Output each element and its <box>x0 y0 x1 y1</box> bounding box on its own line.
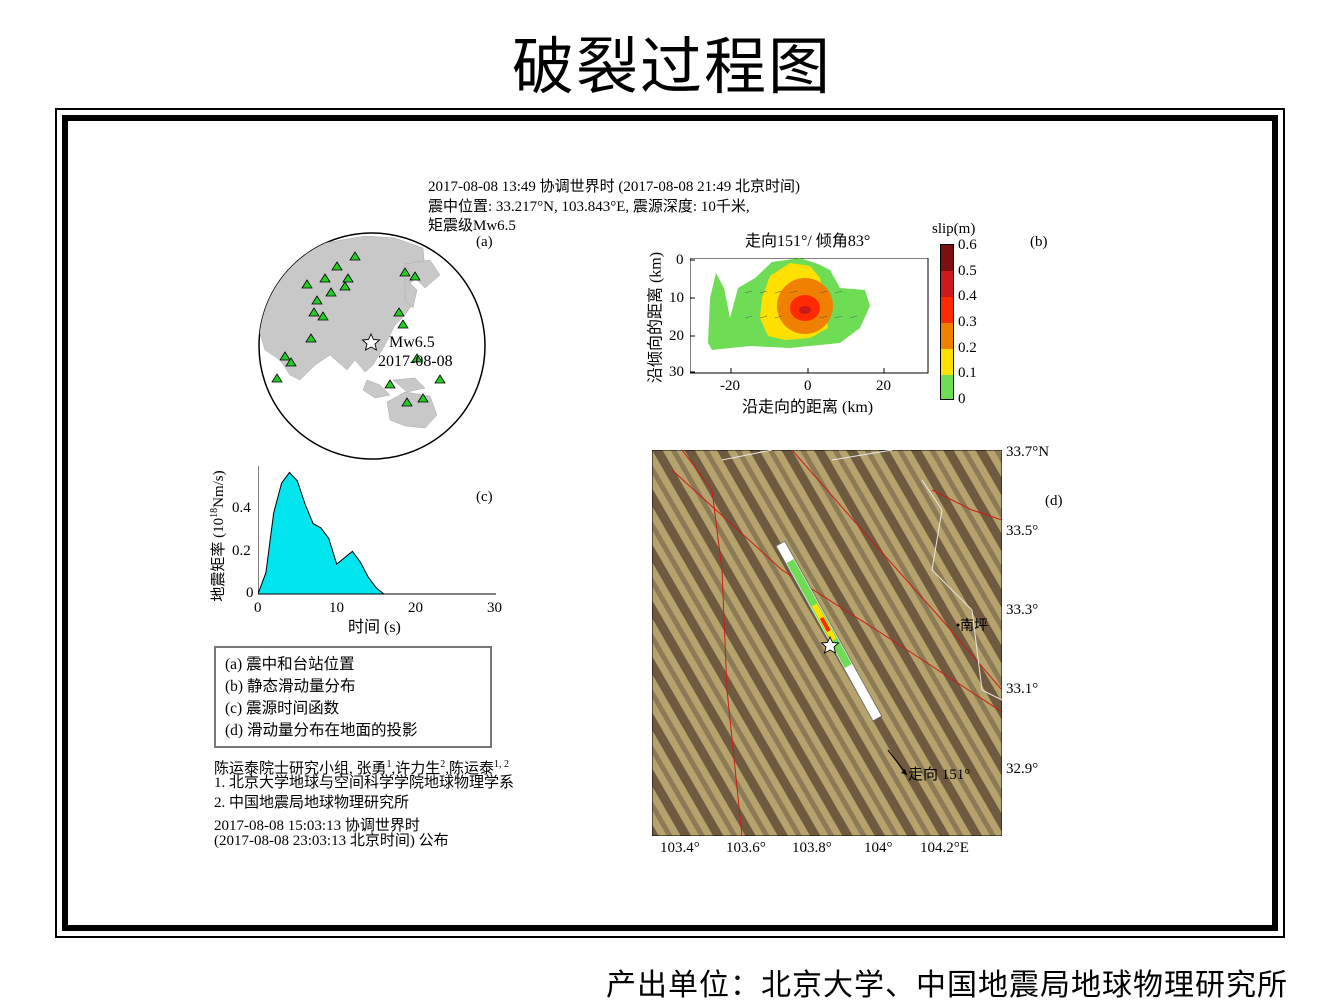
legend-item: (d) 滑动量分布在地面的投影 <box>225 722 418 739</box>
colorbar-swatch <box>941 297 953 323</box>
d-lon-tick: 104° <box>864 840 893 856</box>
fault-plane-projection <box>775 540 883 722</box>
legend-item: (a) 震中和台站位置 <box>225 656 355 673</box>
colorbar-swatch <box>941 245 953 271</box>
panel-b-label: (b) <box>1030 234 1048 250</box>
slip-plot <box>690 258 929 374</box>
surface-projection-map <box>652 450 1002 836</box>
place-marker-icon <box>956 623 960 627</box>
colorbar-tick: 0.3 <box>958 314 977 330</box>
event-date: 2017-08-08 <box>378 353 453 370</box>
d-lon-tick: 103.4° <box>660 840 700 856</box>
globe-map <box>258 232 486 460</box>
d-lat-tick: 33.5° <box>1006 523 1039 539</box>
b-ytick: 30 <box>669 364 684 380</box>
b-xtick: 0 <box>804 378 812 394</box>
place-name: 南坪 <box>960 619 988 634</box>
b-xtick: -20 <box>720 378 740 394</box>
c-xlabel: 时间 (s) <box>348 619 401 636</box>
epicenter-star-icon <box>820 635 840 654</box>
c-xtick: 0 <box>254 600 262 616</box>
panel-a-label: (a) <box>476 234 493 250</box>
header-location: 震中位置: 33.217°N, 103.843°E, 震源深度: 10千米, <box>428 199 750 215</box>
c-ytick: 0 <box>246 585 254 601</box>
d-lon-tick: 104.2°E <box>920 840 969 856</box>
legend-item: (c) 震源时间函数 <box>225 700 340 717</box>
panel-c-label: (c) <box>476 489 493 505</box>
land-masses <box>259 235 441 429</box>
c-xtick: 10 <box>329 600 344 616</box>
credits-time-bj: (2017-08-08 23:03:13 北京时间) 公布 <box>214 833 449 849</box>
credits-affiliation-2: 2. 中国地震局地球物理研究所 <box>214 795 410 811</box>
b-ytick: 0 <box>676 252 684 268</box>
colorbar-tick: 0 <box>958 391 966 407</box>
colorbar-swatch <box>941 323 953 349</box>
strike-label: 走向 151° <box>908 767 971 783</box>
colorbar-tick: 0.4 <box>958 288 977 304</box>
header-time: 2017-08-08 13:49 协调世界时 (2017-08-08 21:49… <box>428 179 801 195</box>
legend-item: (b) 静态滑动量分布 <box>225 678 356 695</box>
d-lat-tick: 33.3° <box>1006 602 1039 618</box>
panel-legend: (a) 震中和台站位置 (b) 静态滑动量分布 (c) 震源时间函数 (d) 滑… <box>214 646 492 748</box>
colorbar-tick: 0.2 <box>958 340 977 356</box>
epicenter-star-icon <box>361 332 381 351</box>
b-ytick: 10 <box>669 290 684 306</box>
credits-time-utc: 2017-08-08 15:03:13 协调世界时 <box>214 818 420 834</box>
d-lat-tick: 33.7°N <box>1006 444 1050 460</box>
b-xlabel: 沿走向的距离 (km) <box>742 399 874 416</box>
b-ytick: 20 <box>669 328 684 344</box>
colorbar-swatch <box>941 375 953 399</box>
credits-authors: 陈运泰院士研究小组, 张勇1,许力生2,陈运泰1, 2 <box>214 759 510 777</box>
footer-producer: 产出单位：北京大学、中国地震局地球物理研究所 <box>606 968 1288 1003</box>
d-lat-tick: 33.1° <box>1006 681 1039 697</box>
d-lat-tick: 32.9° <box>1006 761 1039 777</box>
outer-frame <box>55 108 1285 938</box>
panel-d-label: (d) <box>1045 493 1063 509</box>
colorbar <box>940 244 954 400</box>
c-ytick: 0.4 <box>232 500 251 516</box>
c-xtick: 30 <box>487 600 502 616</box>
colorbar-swatch <box>941 349 953 375</box>
colorbar-title: slip(m) <box>932 221 976 237</box>
colorbar-tick: 0.1 <box>958 365 977 381</box>
b-xtick: 20 <box>876 378 891 394</box>
inner-frame <box>62 115 1278 931</box>
stf-area <box>258 471 386 595</box>
colorbar-tick: 0.5 <box>958 263 977 279</box>
colorbar-tick: 0.6 <box>958 237 977 253</box>
panel-b-title: 走向151°/ 倾角83° <box>745 233 871 250</box>
c-xtick: 20 <box>408 600 423 616</box>
d-lon-tick: 103.6° <box>726 840 766 856</box>
source-time-function-chart <box>258 466 496 595</box>
station-triangles <box>271 251 446 407</box>
d-lon-tick: 103.8° <box>792 840 832 856</box>
c-ylabel: 地震矩率 (1018Nm/s) <box>209 470 227 602</box>
colorbar-swatch <box>941 271 953 297</box>
header-magnitude: 矩震级Mw6.5 <box>428 218 516 234</box>
credits-affiliation-1: 1. 北京大学地球与空间科学学院地球物理学系 <box>214 775 515 791</box>
c-ytick: 0.2 <box>232 543 251 559</box>
event-magnitude: Mw6.5 <box>389 334 435 351</box>
page-title: 破裂过程图 <box>511 30 832 103</box>
b-ylabel: 沿倾向的距离 (km) <box>647 251 665 384</box>
